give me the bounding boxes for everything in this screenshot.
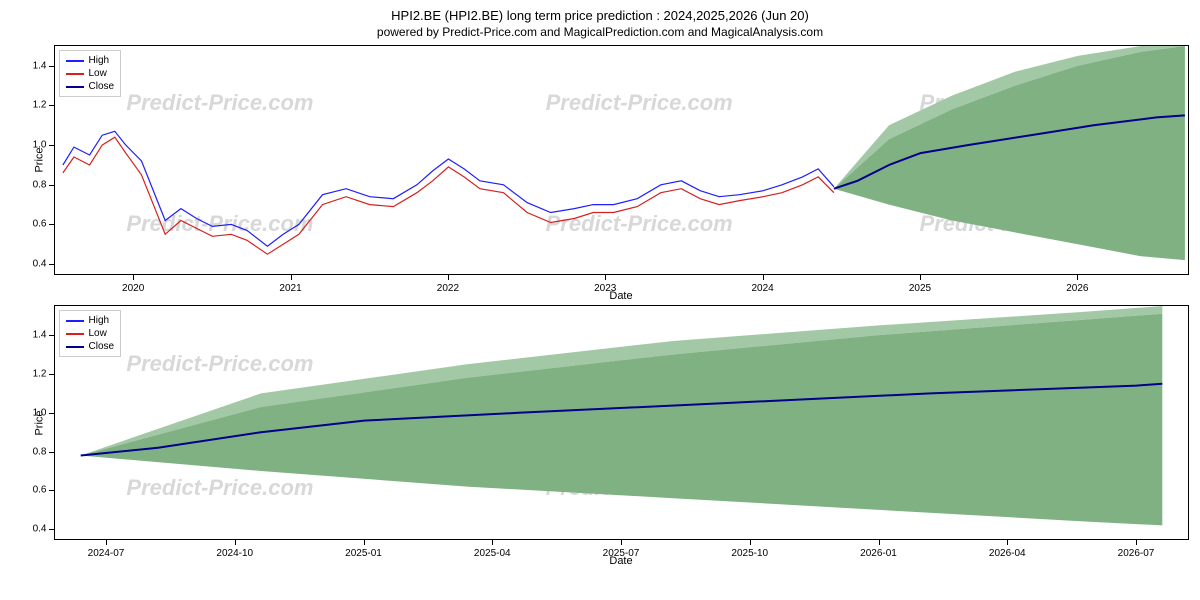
high-series-line — [62, 131, 833, 246]
x-tick — [1007, 539, 1008, 545]
legend-swatch — [66, 333, 84, 335]
x-tick — [106, 539, 107, 545]
y-tick-label: 0.4 — [23, 259, 47, 270]
x-tick-label: 2025-04 — [474, 548, 511, 559]
prediction-cone — [80, 314, 1162, 526]
legend-box: HighLowClose — [59, 310, 122, 357]
x-tick-label: 2024 — [752, 283, 774, 294]
x-tick — [763, 274, 764, 280]
x-tick-label: 2022 — [437, 283, 459, 294]
x-tick — [750, 539, 751, 545]
x-tick-label: 2024-10 — [216, 548, 253, 559]
x-tick-label: 2026-04 — [989, 548, 1026, 559]
x-tick — [364, 539, 365, 545]
legend-item: High — [66, 314, 115, 327]
legend-label: High — [89, 54, 110, 67]
x-tick — [621, 539, 622, 545]
x-tick-label: 2026-07 — [1118, 548, 1155, 559]
legend-swatch — [66, 320, 84, 322]
chart-title: HPI2.BE (HPI2.BE) long term price predic… — [391, 8, 809, 23]
y-tick-label: 1.4 — [23, 330, 47, 341]
legend-swatch — [66, 73, 84, 75]
legend-item: Low — [66, 67, 115, 80]
x-tick — [605, 274, 606, 280]
y-tick-label: 0.8 — [23, 446, 47, 457]
x-tick-label: 2025-01 — [345, 548, 382, 559]
x-tick — [235, 539, 236, 545]
x-tick-label: 2026-01 — [860, 548, 897, 559]
y-tick-label: 0.8 — [23, 179, 47, 190]
y-tick-label: 0.6 — [23, 485, 47, 496]
x-tick — [291, 274, 292, 280]
chart-subtitle: powered by Predict-Price.com and Magical… — [377, 25, 823, 39]
legend-label: Low — [89, 67, 107, 80]
x-tick — [879, 539, 880, 545]
legend-item: Close — [66, 80, 115, 93]
y-tick-label: 0.4 — [23, 524, 47, 535]
x-tick-label: 2021 — [279, 283, 301, 294]
x-tick-label: 2024-07 — [88, 548, 125, 559]
x-tick — [133, 274, 134, 280]
y-tick-label: 1.0 — [23, 140, 47, 151]
legend-swatch — [66, 346, 84, 348]
x-tick-label: 2020 — [122, 283, 144, 294]
legend-label: Close — [89, 340, 115, 353]
y-tick-label: 1.0 — [23, 407, 47, 418]
y-tick-label: 1.2 — [23, 368, 47, 379]
y-tick-label: 1.2 — [23, 100, 47, 111]
x-tick — [1136, 539, 1137, 545]
x-tick-label: 2025-07 — [603, 548, 640, 559]
legend-item: Close — [66, 340, 115, 353]
legend-box: HighLowClose — [59, 50, 122, 97]
x-tick — [920, 274, 921, 280]
chart-top-panel: Price Date HighLowClose Predict-Price.co… — [54, 45, 1189, 275]
legend-label: Close — [89, 80, 115, 93]
y-tick-label: 0.6 — [23, 219, 47, 230]
legend-label: Low — [89, 327, 107, 340]
legend-label: High — [89, 314, 110, 327]
x-tick-label: 2026 — [1066, 283, 1088, 294]
x-tick-label: 2025 — [909, 283, 931, 294]
x-tick — [492, 539, 493, 545]
x-tick — [1077, 274, 1078, 280]
y-tick-label: 1.4 — [23, 60, 47, 71]
legend-item: Low — [66, 327, 115, 340]
low-series-line — [62, 137, 833, 254]
chart-bottom-panel: Price Date HighLowClose Predict-Price.co… — [54, 305, 1189, 540]
x-tick-label: 2023 — [594, 283, 616, 294]
x-tick-label: 2025-10 — [731, 548, 768, 559]
legend-swatch — [66, 60, 84, 62]
legend-swatch — [66, 86, 84, 88]
legend-item: High — [66, 54, 115, 67]
y-axis-label: Price — [33, 147, 45, 172]
x-tick — [448, 274, 449, 280]
